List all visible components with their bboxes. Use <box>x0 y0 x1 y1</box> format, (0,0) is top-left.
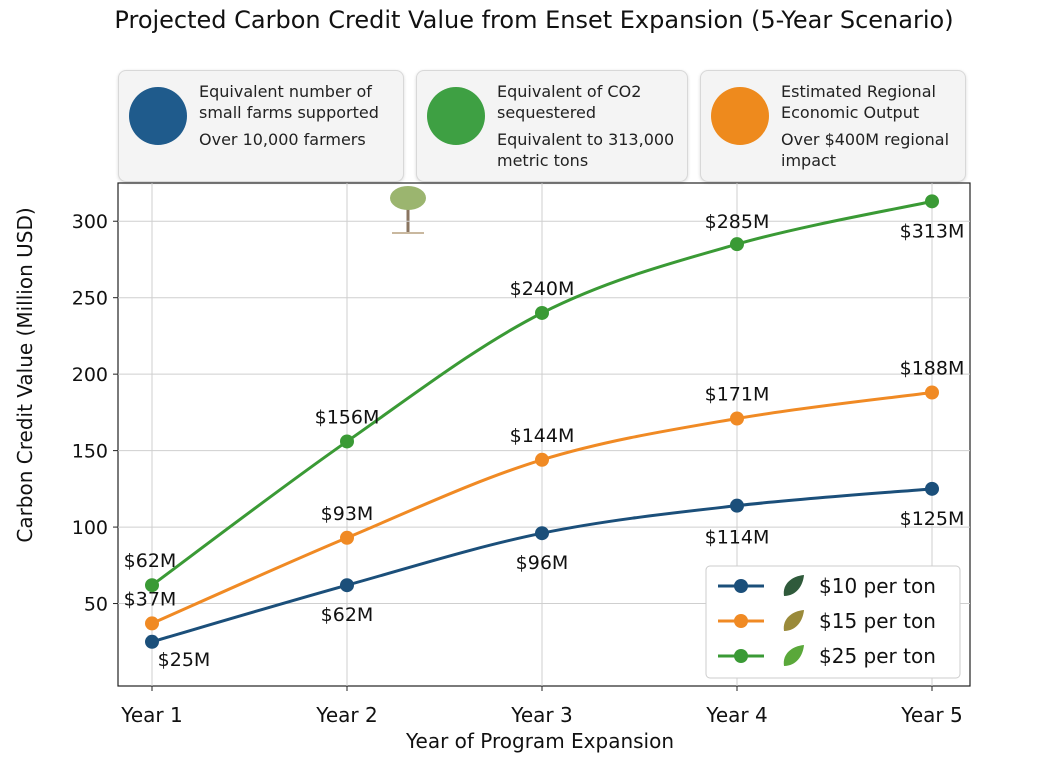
value-label: $62M <box>124 550 177 572</box>
legend-label: $10 per ton <box>819 574 936 598</box>
card-icon <box>711 87 769 145</box>
card-text: Equivalent number of small farms support… <box>199 81 397 150</box>
data-point <box>925 482 939 496</box>
x-axis-label: Year of Program Expansion <box>405 729 674 753</box>
card-text: Equivalent of CO2 sequestered Equivalent … <box>497 81 681 171</box>
data-point <box>730 412 744 426</box>
legend-marker <box>734 649 748 663</box>
value-label: $285M <box>705 211 770 233</box>
data-point <box>925 386 939 400</box>
legend-marker <box>734 579 748 593</box>
x-tick-label: Year 1 <box>120 703 182 727</box>
y-tick-label: 300 <box>72 211 108 233</box>
x-tick-label: Year 4 <box>705 703 767 727</box>
data-point <box>730 499 744 513</box>
card-text: Estimated Regional Economic Output Over $… <box>781 81 959 171</box>
data-point <box>535 306 549 320</box>
data-point <box>145 578 159 592</box>
value-label: $62M <box>321 604 374 626</box>
data-point <box>340 531 354 545</box>
page: Projected Carbon Credit Value from Enset… <box>0 0 1049 764</box>
value-label: $96M <box>516 552 569 574</box>
card-title: Estimated Regional Economic Output <box>781 81 959 123</box>
legend-label: $25 per ton <box>819 644 936 668</box>
card-value: Over $400M regional impact <box>781 129 959 171</box>
card-title: Equivalent of CO2 sequestered <box>497 81 681 123</box>
x-tick-label: Year 2 <box>315 703 377 727</box>
y-tick-label: 100 <box>72 517 108 539</box>
value-label: $114M <box>705 527 770 549</box>
tree-icon <box>390 186 426 233</box>
data-point <box>340 434 354 448</box>
card-value: Over 10,000 farmers <box>199 129 397 150</box>
chart-title: Projected Carbon Credit Value from Enset… <box>114 6 953 34</box>
value-label: $125M <box>900 508 965 530</box>
value-label: $188M <box>900 358 965 380</box>
x-tick-label: Year 5 <box>900 703 962 727</box>
data-point <box>145 616 159 630</box>
y-tick-label: 200 <box>72 364 108 386</box>
data-point <box>730 237 744 251</box>
data-point <box>145 635 159 649</box>
card-title: Equivalent number of small farms support… <box>199 81 397 123</box>
info-card: Estimated Regional Economic Output Over $… <box>700 70 966 182</box>
y-tick-label: 250 <box>72 288 108 310</box>
info-card: Equivalent number of small farms support… <box>118 70 404 182</box>
value-label: $93M <box>321 503 374 525</box>
card-icon <box>427 87 485 145</box>
info-card: Equivalent of CO2 sequestered Equivalent … <box>416 70 688 182</box>
value-label: $25M <box>158 649 211 671</box>
data-point <box>340 578 354 592</box>
card-icon <box>129 87 187 145</box>
value-label: $313M <box>900 220 965 242</box>
value-label: $156M <box>315 406 380 428</box>
value-label: $171M <box>705 384 770 406</box>
legend-label: $15 per ton <box>819 609 936 633</box>
data-point <box>535 453 549 467</box>
data-point <box>535 526 549 540</box>
y-axis-label: Carbon Credit Value (Million USD) <box>13 207 37 542</box>
data-point <box>925 194 939 208</box>
y-tick-label: 150 <box>72 441 108 463</box>
value-label: $144M <box>510 425 575 447</box>
value-label: $240M <box>510 278 575 300</box>
x-tick-label: Year 3 <box>510 703 572 727</box>
card-value: Equivalent to 313,000 metric tons <box>497 129 681 171</box>
y-tick-label: 50 <box>84 594 108 616</box>
legend-marker <box>734 614 748 628</box>
